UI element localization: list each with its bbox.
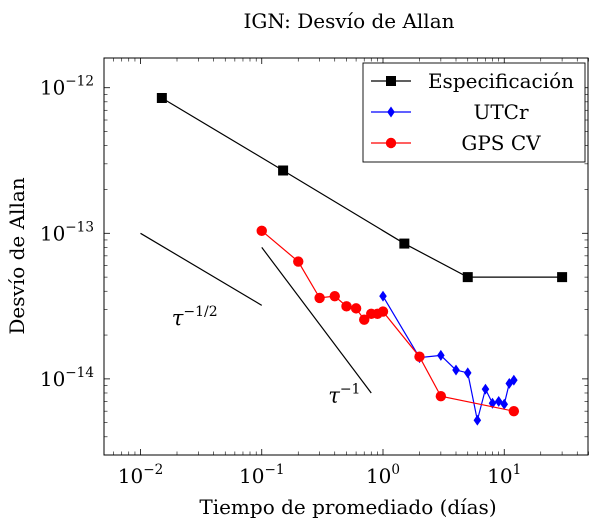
chart-title: IGN: Desvío de Allan bbox=[243, 9, 454, 33]
marker-circle bbox=[435, 391, 447, 402]
marker-square bbox=[557, 272, 568, 283]
marker-circle bbox=[377, 306, 389, 317]
marker-circle bbox=[414, 351, 425, 362]
data-series bbox=[156, 92, 568, 426]
x-tick-label: 10−2 bbox=[118, 462, 164, 488]
slope-reference-line bbox=[261, 247, 372, 394]
y-tick-label: 10−12 bbox=[40, 74, 94, 100]
series-2 bbox=[379, 290, 518, 426]
marker-diamond bbox=[500, 398, 509, 410]
series-1 bbox=[156, 92, 568, 283]
marker-circle bbox=[508, 405, 520, 417]
axis-ticks bbox=[103, 58, 589, 456]
x-axis-label: Tiempo de promediado (días) bbox=[199, 495, 496, 519]
y-tick-label: 10−14 bbox=[40, 365, 94, 391]
marker-square bbox=[386, 76, 396, 86]
slope-label: τ−1 bbox=[328, 381, 360, 407]
marker-diamond bbox=[481, 383, 490, 395]
marker-diamond bbox=[463, 367, 472, 379]
marker-circle bbox=[385, 137, 397, 149]
marker-square bbox=[462, 272, 473, 283]
marker-square bbox=[399, 238, 410, 249]
marker-diamond bbox=[379, 290, 387, 302]
marker-circle bbox=[341, 301, 352, 312]
marker-circle bbox=[359, 314, 370, 325]
slope-reference-line bbox=[140, 232, 263, 306]
marker-diamond bbox=[452, 364, 460, 376]
x-tick-label: 101 bbox=[487, 462, 521, 488]
slope-label: τ−1/2 bbox=[172, 304, 218, 330]
marker-circle bbox=[293, 256, 304, 267]
tick-labels: 10−2 10−1 100 101 10−14 10−13 10−12 bbox=[40, 74, 521, 488]
slope-annotations: τ−1/2 τ−1 bbox=[140, 232, 372, 407]
marker-square bbox=[278, 165, 289, 176]
y-tick-label: 10−13 bbox=[40, 219, 94, 245]
legend-label: UTCr bbox=[473, 100, 528, 124]
marker-diamond bbox=[437, 349, 445, 361]
series-3 bbox=[256, 225, 520, 417]
x-tick-label: 10−1 bbox=[239, 462, 285, 488]
plot-frame bbox=[103, 57, 589, 456]
marker-diamond bbox=[387, 106, 395, 118]
marker-square bbox=[156, 92, 167, 103]
marker-diamond bbox=[510, 374, 518, 386]
legend: Especificación UTCr GPS CV bbox=[362, 62, 586, 163]
legend-label: GPS CV bbox=[461, 131, 541, 155]
marker-circle bbox=[350, 303, 362, 314]
y-axis-label: Desvío de Allan bbox=[5, 177, 29, 334]
marker-circle bbox=[329, 290, 340, 302]
marker-circle bbox=[314, 292, 325, 304]
marker-diamond bbox=[473, 414, 482, 426]
legend-label: Especificación bbox=[428, 69, 574, 93]
x-tick-label: 100 bbox=[366, 462, 400, 488]
marker-diamond bbox=[494, 395, 503, 407]
marker-circle bbox=[256, 225, 267, 237]
